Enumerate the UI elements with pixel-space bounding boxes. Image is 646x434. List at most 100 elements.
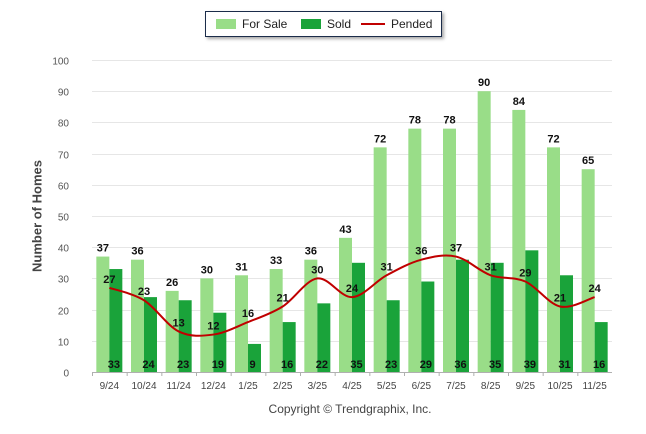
data-label-for-sale: 72 bbox=[374, 133, 386, 145]
y-tick-label: 20 bbox=[58, 307, 70, 318]
data-label-sold: 16 bbox=[281, 359, 293, 371]
data-label-for-sale: 36 bbox=[305, 246, 317, 258]
data-label-for-sale: 37 bbox=[97, 243, 109, 255]
x-tick-label: 11/25 bbox=[583, 381, 608, 392]
bar-for-sale bbox=[373, 147, 387, 372]
x-tick-label: 8/25 bbox=[481, 381, 501, 392]
data-labels: 37 33 36 24 26 23 30 19 31 9 33 16 36 22 43 35 72 23 78 29 7… bbox=[97, 77, 606, 371]
data-label-sold: 35 bbox=[489, 359, 501, 371]
legend-label-pended: Pended bbox=[391, 17, 433, 31]
data-label-sold: 33 bbox=[108, 359, 120, 371]
bar-sold bbox=[178, 300, 192, 372]
data-label-pended: 16 bbox=[242, 308, 254, 320]
data-label-for-sale: 65 bbox=[582, 155, 594, 167]
data-label-pended: 29 bbox=[519, 268, 531, 280]
bar-sold bbox=[456, 259, 469, 372]
data-label-for-sale: 43 bbox=[339, 224, 351, 236]
data-label-for-sale: 30 bbox=[201, 264, 213, 276]
data-label-for-sale: 84 bbox=[513, 96, 526, 108]
bars bbox=[96, 91, 608, 373]
for-sale-swatch bbox=[216, 19, 236, 29]
bar-sold bbox=[560, 275, 573, 372]
data-label-for-sale: 33 bbox=[270, 255, 282, 267]
legend: For Sale Sold Pended bbox=[205, 11, 442, 37]
data-label-for-sale: 78 bbox=[443, 115, 455, 127]
data-label-pended: 31 bbox=[381, 261, 393, 273]
data-label-pended: 24 bbox=[589, 283, 602, 295]
x-tick-label: 7/25 bbox=[446, 381, 466, 392]
data-label-for-sale: 72 bbox=[547, 133, 559, 145]
data-label-pended: 21 bbox=[554, 292, 566, 304]
bar-sold bbox=[248, 343, 261, 372]
x-tick-label: 9/25 bbox=[516, 381, 536, 392]
data-label-pended: 27 bbox=[103, 274, 115, 286]
legend-item-pended[interactable]: Pended bbox=[361, 12, 432, 36]
data-label-sold: 39 bbox=[524, 359, 536, 371]
bar-for-sale bbox=[477, 91, 491, 372]
bar-for-sale bbox=[165, 290, 179, 372]
y-axis-ticks: 0 10 20 30 40 50 60 70 80 90 100 bbox=[52, 57, 69, 380]
y-tick-label: 10 bbox=[58, 338, 70, 349]
bar-for-sale bbox=[200, 278, 214, 372]
bar-sold bbox=[352, 262, 365, 372]
bar-for-sale bbox=[547, 147, 560, 372]
data-label-pended: 23 bbox=[138, 286, 150, 298]
y-tick-label: 0 bbox=[63, 369, 69, 380]
y-tick-label: 90 bbox=[58, 88, 70, 99]
x-tick-label: 11/24 bbox=[167, 381, 192, 392]
data-label-pended: 13 bbox=[173, 317, 185, 329]
data-label-sold: 23 bbox=[177, 359, 189, 371]
data-label-for-sale: 90 bbox=[478, 77, 490, 89]
bar-sold bbox=[109, 269, 123, 372]
bar-for-sale bbox=[512, 109, 526, 373]
data-label-sold: 36 bbox=[454, 359, 466, 371]
data-label-pended: 21 bbox=[277, 292, 289, 304]
bar-for-sale bbox=[339, 237, 352, 372]
x-tick-label: 3/25 bbox=[308, 381, 328, 392]
data-label-sold: 19 bbox=[212, 359, 224, 371]
data-label-pended: 37 bbox=[450, 243, 462, 255]
bar-for-sale bbox=[269, 269, 283, 372]
x-tick-label: 2/25 bbox=[273, 381, 293, 392]
data-label-sold: 9 bbox=[249, 359, 255, 371]
y-tick-label: 100 bbox=[52, 57, 69, 68]
data-label-pended: 12 bbox=[207, 321, 219, 333]
y-tick-label: 80 bbox=[58, 119, 70, 130]
data-label-sold: 29 bbox=[420, 359, 432, 371]
bar-sold bbox=[317, 303, 331, 372]
data-label-sold: 16 bbox=[593, 359, 605, 371]
bar-for-sale bbox=[235, 275, 248, 372]
y-tick-label: 60 bbox=[58, 182, 70, 193]
x-axis-ticks: 9/24 10/24 11/24 12/24 1/25 2/25 3/25 4/25 5/25 6… bbox=[92, 372, 608, 392]
bar-for-sale bbox=[443, 128, 456, 372]
y-axis-title: Number of Homes bbox=[29, 160, 45, 272]
bar-sold bbox=[282, 322, 296, 372]
data-label-pended: 24 bbox=[346, 283, 359, 295]
pended-swatch bbox=[361, 23, 385, 25]
legend-label-sold: Sold bbox=[327, 17, 352, 31]
x-tick-label: 12/24 bbox=[201, 381, 226, 392]
bar-for-sale bbox=[304, 259, 318, 372]
data-label-sold: 35 bbox=[350, 359, 362, 371]
bar-sold bbox=[490, 262, 504, 372]
y-tick-label: 70 bbox=[58, 151, 70, 162]
bar-sold bbox=[144, 297, 157, 372]
data-label-for-sale: 78 bbox=[409, 115, 421, 127]
copyright: Copyright © Trendgraphix, Inc. bbox=[268, 402, 432, 416]
data-label-sold: 23 bbox=[385, 359, 397, 371]
legend-item-sold[interactable]: Sold bbox=[301, 12, 351, 36]
legend-label-for-sale: For Sale bbox=[242, 17, 288, 31]
x-tick-label: 5/25 bbox=[377, 381, 397, 392]
bar-sold bbox=[594, 322, 608, 372]
data-label-sold: 24 bbox=[142, 359, 155, 371]
pended-line bbox=[108, 254, 595, 337]
sold-swatch bbox=[301, 19, 321, 29]
data-label-pended: 31 bbox=[485, 261, 497, 273]
data-label-for-sale: 31 bbox=[235, 261, 247, 273]
x-tick-label: 6/25 bbox=[412, 381, 432, 392]
data-label-sold: 22 bbox=[316, 359, 328, 371]
data-label-sold: 31 bbox=[558, 359, 570, 371]
x-tick-label: 4/25 bbox=[342, 381, 362, 392]
legend-item-for-sale[interactable]: For Sale bbox=[216, 12, 287, 36]
